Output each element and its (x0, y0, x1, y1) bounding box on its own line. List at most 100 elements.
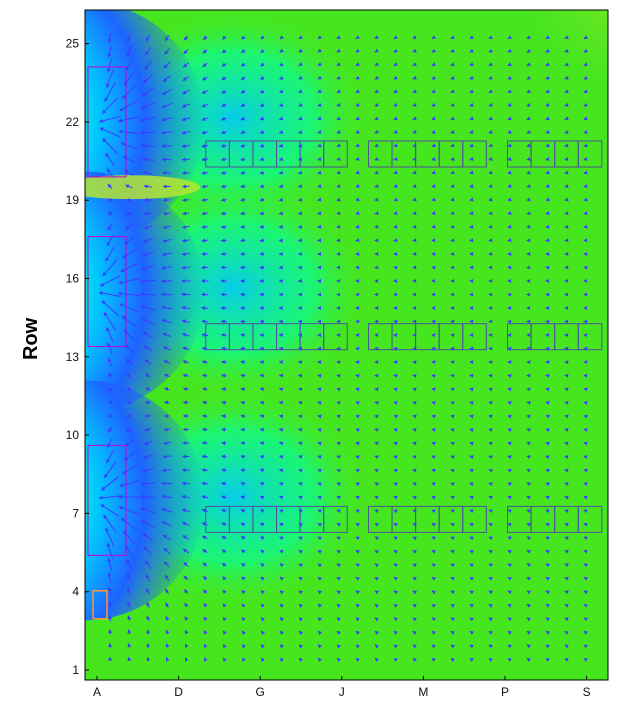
vector-arrow (184, 629, 189, 635)
vector-arrow (412, 414, 417, 419)
vector-arrow (181, 508, 191, 513)
marker-box (92, 590, 108, 620)
vector-arrow (526, 563, 531, 568)
vector-arrow (105, 246, 115, 262)
vector-arrow (564, 75, 569, 80)
vector-arrow (107, 33, 112, 44)
vector-arrow (507, 550, 512, 554)
vector-arrow (221, 387, 227, 392)
vector-arrow (201, 481, 209, 486)
vector-arrow (393, 143, 398, 148)
vector-arrow (125, 59, 133, 72)
vector-arrow (583, 48, 588, 53)
vector-arrow (279, 102, 284, 107)
vector-arrow (526, 116, 531, 121)
vector-arrow (220, 346, 227, 351)
vector-arrow (317, 455, 322, 460)
vector-arrow (120, 142, 138, 150)
vector-arrow (336, 75, 341, 80)
vector-arrow (144, 560, 152, 569)
vector-arrow (298, 549, 303, 554)
x-tick-label: G (256, 685, 265, 699)
vector-arrow (374, 576, 379, 581)
vector-arrow (220, 306, 227, 311)
vector-arrow (355, 116, 360, 121)
vector-arrow (545, 522, 550, 527)
x-tick-label: M (418, 685, 428, 699)
vector-arrow (279, 522, 284, 527)
vector-arrow (583, 617, 588, 622)
vector-arrow (124, 236, 134, 245)
vector-arrow (222, 576, 227, 581)
vector-arrow (240, 224, 246, 229)
vector-arrow (545, 75, 550, 80)
vector-arrow (145, 587, 151, 595)
vector-arrow (122, 249, 136, 259)
vector-arrow (431, 590, 436, 595)
vector-arrow (355, 644, 361, 649)
vector-arrow (163, 387, 170, 392)
vector-arrow (431, 576, 436, 581)
vector-arrow (241, 48, 246, 54)
vector-arrow (143, 440, 152, 446)
vector-arrow (564, 102, 569, 107)
vector-arrow (545, 143, 550, 148)
vector-arrow (107, 211, 113, 216)
vector-arrow (259, 400, 264, 405)
vector-arrow (107, 357, 113, 367)
vector-arrow (201, 184, 209, 189)
vector-arrow (431, 644, 436, 649)
vector-arrow (279, 549, 284, 554)
vector-arrow (412, 35, 417, 40)
vector-arrow (488, 468, 493, 473)
vector-arrow (450, 495, 455, 500)
vector-arrow (99, 275, 120, 287)
vector-arrow (355, 603, 360, 608)
y-axis-label: Row (20, 317, 42, 360)
vector-arrow (118, 129, 140, 135)
vector-arrow (393, 48, 398, 53)
vector-arrow (222, 630, 227, 635)
vector-arrow (125, 427, 132, 432)
vector-arrow (240, 454, 246, 459)
vector-arrow (412, 156, 417, 161)
vector-arrow (583, 549, 588, 554)
vector-arrow (142, 533, 154, 542)
vector-arrow (336, 563, 341, 568)
vector-arrow (355, 630, 361, 635)
vector-arrow (450, 428, 455, 432)
vector-arrow (507, 644, 512, 649)
vector-arrow (143, 546, 153, 556)
vector-arrow (182, 400, 189, 405)
divider-band (85, 175, 200, 200)
vector-arrow (259, 116, 265, 121)
vector-arrow (278, 387, 284, 392)
vector-arrow (297, 197, 303, 202)
vector-arrow (298, 427, 303, 432)
vector-arrow (469, 157, 474, 161)
vector-arrow (393, 102, 398, 107)
vector-arrow (507, 62, 512, 66)
vector-arrow (431, 48, 436, 53)
vector-arrow (564, 644, 569, 649)
vector-arrow (469, 617, 474, 622)
vector-arrow (298, 468, 303, 473)
vector-arrow (142, 331, 154, 339)
vector-arrow (162, 238, 172, 243)
vector-arrow (222, 35, 227, 40)
vector-arrow (583, 143, 588, 148)
vector-arrow (393, 576, 398, 581)
unit-box (577, 323, 603, 351)
y-tick-label: 25 (66, 37, 80, 51)
vector-arrow (220, 238, 227, 243)
vector-arrow (183, 562, 189, 567)
vector-arrow (393, 590, 398, 595)
vector-arrow (526, 577, 531, 581)
vector-arrow (220, 197, 227, 202)
vector-arrow (201, 90, 209, 94)
vector-arrow (412, 523, 417, 527)
vector-arrow (507, 522, 512, 527)
vector-arrow (201, 495, 209, 500)
vector-arrow (431, 143, 436, 148)
vector-arrow (127, 642, 132, 648)
